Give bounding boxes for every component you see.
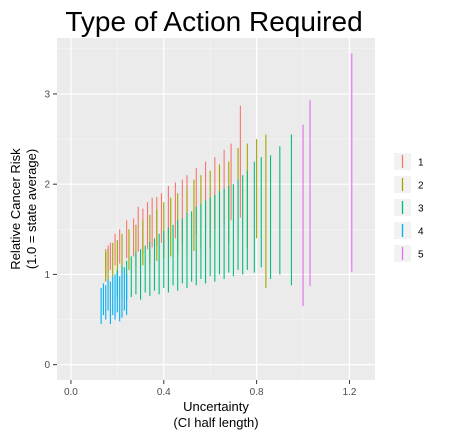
legend-label-3: 3 (418, 204, 424, 215)
legend-label-1: 1 (418, 158, 424, 169)
x-axis-label-line1: Uncertainty (183, 399, 249, 414)
series-4 (100, 267, 128, 325)
legend-label-5: 5 (418, 250, 424, 261)
x-axis-label-line2: (CI half length) (173, 415, 258, 430)
legend: 1 2 3 4 5 (394, 153, 424, 262)
series-3 (116, 134, 292, 302)
x-tick-label-1: 0.4 (157, 387, 171, 398)
y-tick-label-2: 2 (44, 180, 50, 191)
chart-title: Type of Action Required (65, 6, 362, 37)
y-tick-label-1: 1 (44, 270, 50, 281)
x-tick-label-0: 0.0 (64, 387, 78, 398)
y-axis-label-line1: Relative Cancer Risk (8, 148, 23, 270)
legend-label-2: 2 (418, 181, 424, 192)
x-axis: 0.0 0.4 0.8 1.2 (64, 380, 357, 398)
y-axis: 0 1 2 3 (44, 89, 57, 371)
y-tick-label-3: 3 (44, 89, 50, 100)
series-5 (302, 53, 353, 307)
data-marks (100, 53, 353, 325)
y-tick-label-0: 0 (44, 360, 50, 371)
x-tick-label-2: 0.8 (250, 387, 264, 398)
y-axis-label-line2: (1.0 = state average) (24, 149, 39, 269)
x-tick-label-3: 1.2 (343, 387, 357, 398)
plot-panel (57, 38, 375, 380)
legend-label-4: 4 (418, 227, 424, 238)
